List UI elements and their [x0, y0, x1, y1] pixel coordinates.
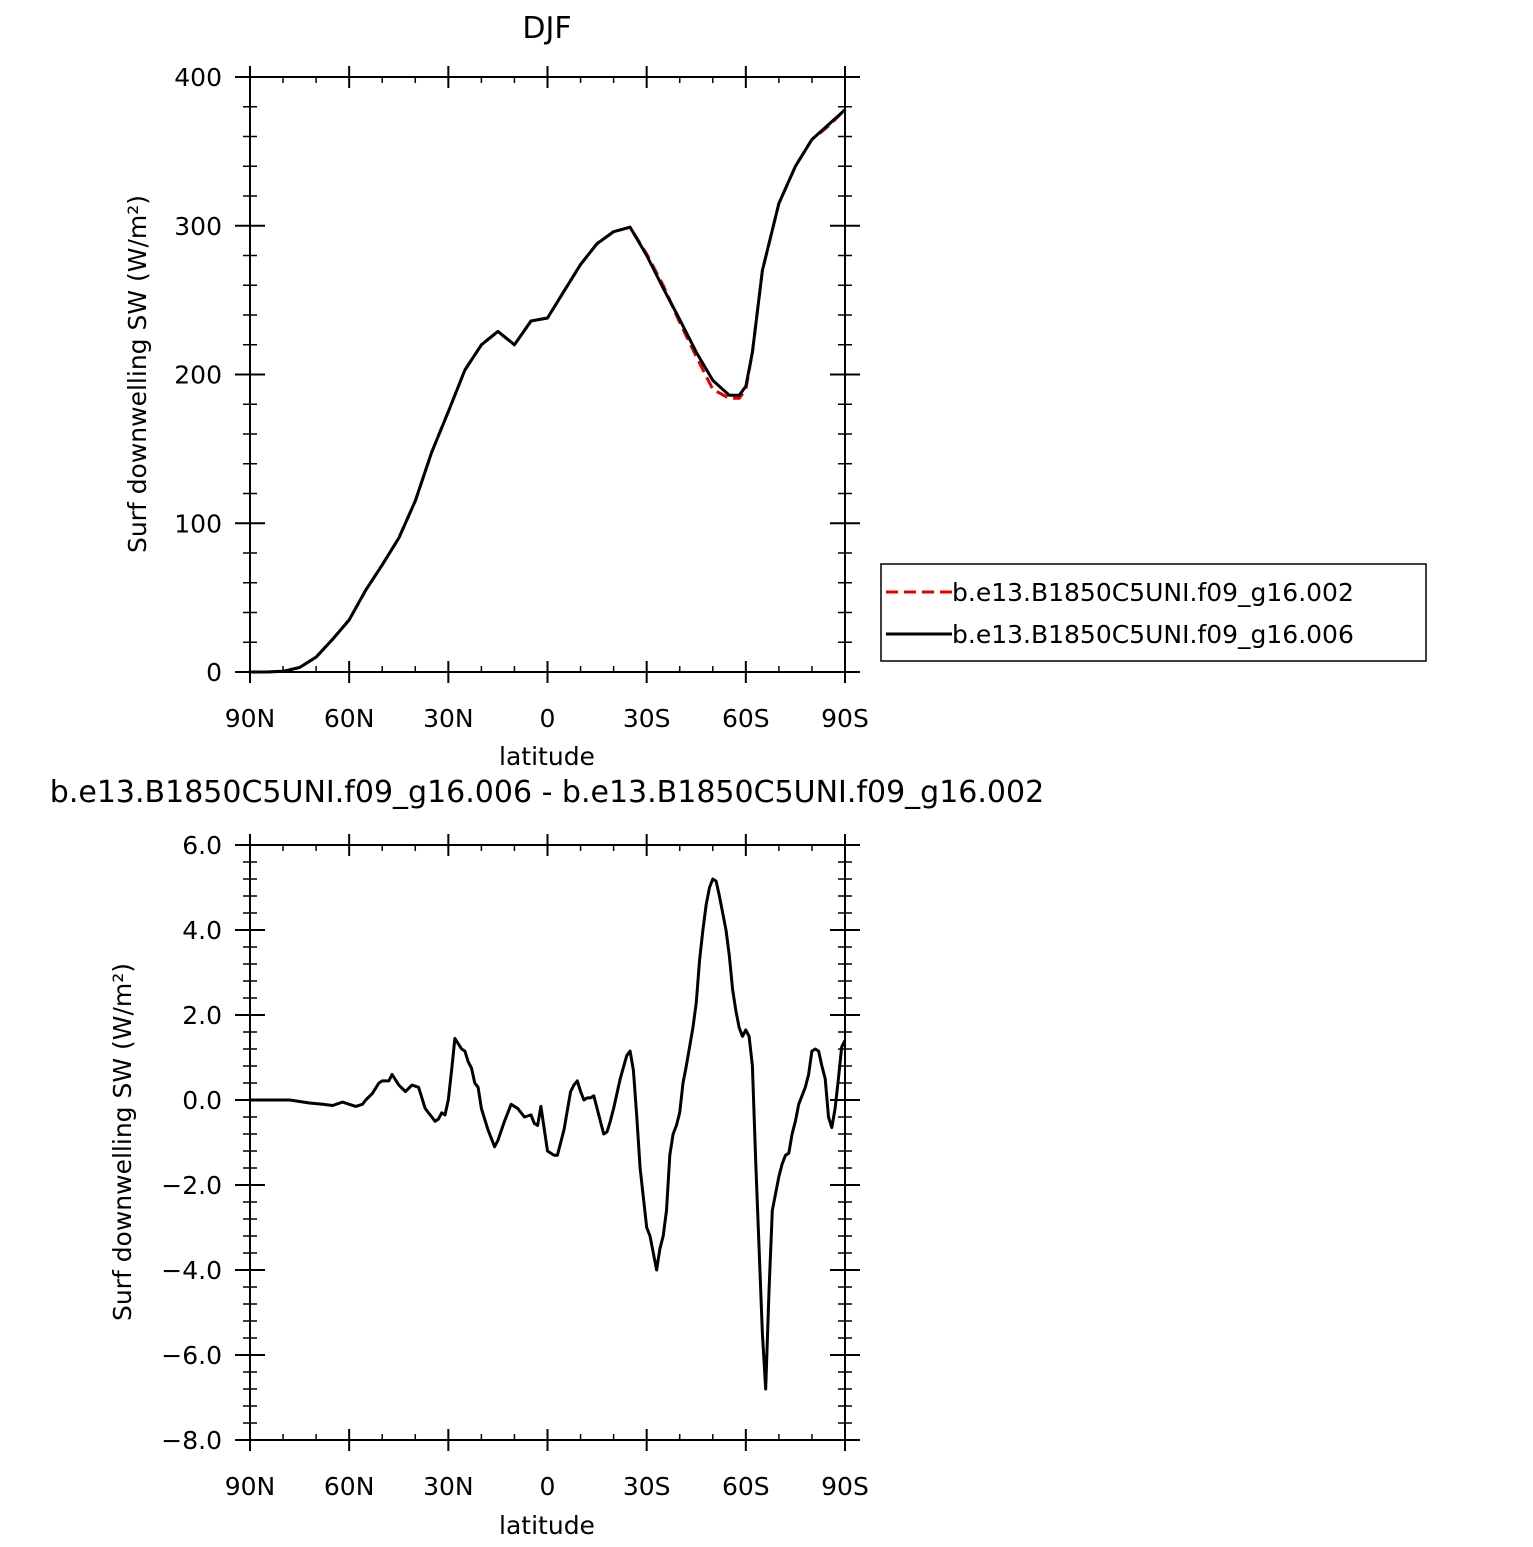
top-plot-y-axis-title: Surf downwelling SW (W/m²)	[123, 195, 152, 553]
y-tick-label: 6.0	[182, 831, 222, 860]
top-plot-title: DJF	[522, 11, 571, 46]
bottom-plot-y-axis-title: Surf downwelling SW (W/m²)	[108, 963, 137, 1321]
x-tick-label: 60S	[722, 704, 770, 733]
y-tick-label: 4.0	[182, 916, 222, 945]
bottom-plot-x-tick-labels: 90N 60N 30N 0 30S 60S 90S	[225, 1472, 869, 1501]
mean-profile-panel: DJF 90N 60N 30N 0 30S 60S 90S 0 100 200 300 400 la…	[123, 11, 1427, 771]
top-plot-x-axis-title: latitude	[499, 742, 595, 771]
top-plot-series	[250, 108, 847, 674]
y-tick-label: 2.0	[182, 1001, 222, 1030]
difference-panel: b.e13.B1850C5UNI.f09_g16.006 - b.e13.B18…	[50, 775, 1044, 1540]
legend-label-006: b.e13.B1850C5UNI.f09_g16.006	[952, 620, 1354, 649]
y-tick-label: 0	[206, 658, 222, 687]
legend-label-002: b.e13.B1850C5UNI.f09_g16.002	[952, 578, 1354, 607]
top-plot-x-tick-labels: 90N 60N 30N 0 30S 60S 90S	[225, 704, 869, 733]
y-tick-label: −2.0	[161, 1171, 222, 1200]
x-tick-label: 60N	[324, 704, 375, 733]
series-line-1	[250, 108, 847, 674]
x-tick-label: 30S	[623, 1472, 671, 1501]
series-line-0	[250, 877, 847, 1391]
top-plot-ticks	[235, 66, 860, 683]
x-tick-label: 90S	[821, 704, 869, 733]
x-tick-label: 60N	[324, 1472, 375, 1501]
y-tick-label: −8.0	[161, 1426, 222, 1455]
y-tick-label: 0.0	[182, 1086, 222, 1115]
y-tick-label: 400	[174, 63, 222, 92]
x-tick-label: 0	[540, 1472, 556, 1501]
x-tick-label: 30S	[623, 704, 671, 733]
x-tick-label: 90S	[821, 1472, 869, 1501]
x-tick-label: 90N	[225, 1472, 276, 1501]
y-tick-label: 200	[174, 361, 222, 390]
top-plot-y-tick-labels: 0 100 200 300 400	[174, 63, 222, 687]
x-tick-label: 60S	[722, 1472, 770, 1501]
bottom-plot-series	[250, 877, 847, 1391]
x-tick-label: 90N	[225, 704, 276, 733]
bottom-plot-frame	[249, 844, 846, 1441]
y-tick-label: −4.0	[161, 1256, 222, 1285]
top-plot-frame	[249, 76, 846, 673]
bottom-plot-y-tick-labels: −8.0 −6.0 −4.0 −2.0 0.0 2.0 4.0 6.0	[161, 831, 222, 1455]
x-tick-label: 30N	[423, 1472, 474, 1501]
legend-box	[880, 563, 1427, 662]
y-tick-label: 100	[174, 509, 222, 538]
bottom-plot-x-axis-title: latitude	[499, 1511, 595, 1540]
series-line-0	[250, 108, 847, 674]
bottom-plot-title: b.e13.B1850C5UNI.f09_g16.006 - b.e13.B18…	[50, 775, 1044, 810]
y-tick-label: −6.0	[161, 1341, 222, 1370]
x-tick-label: 30N	[423, 704, 474, 733]
legend: b.e13.B1850C5UNI.f09_g16.002 b.e13.B1850…	[880, 563, 1427, 662]
y-tick-label: 300	[174, 212, 222, 241]
x-tick-label: 0	[540, 704, 556, 733]
